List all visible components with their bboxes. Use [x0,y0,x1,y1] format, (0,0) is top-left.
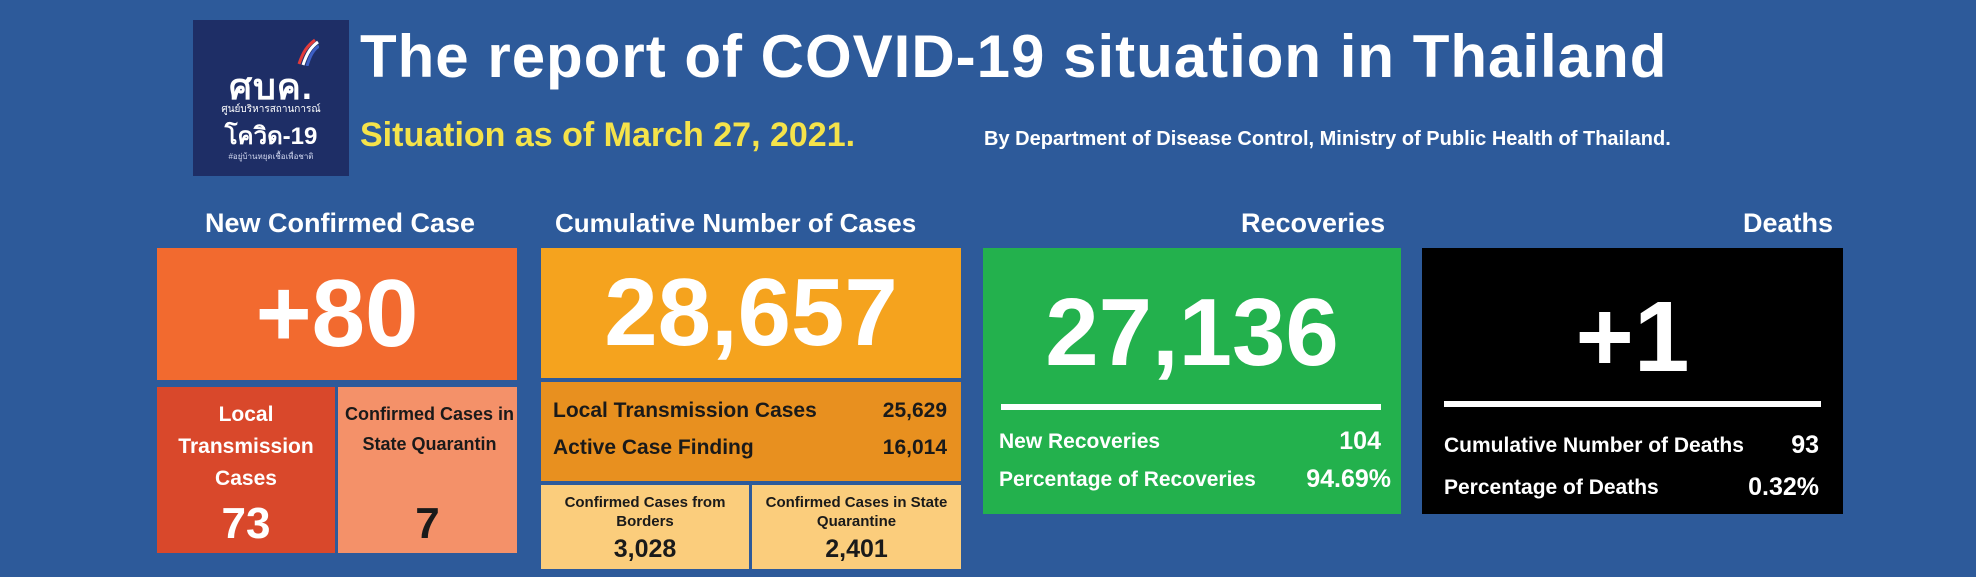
recoveries-value: 27,136 [1045,279,1339,386]
new-local-transmission-panel: Local Transmission Cases 73 [157,387,335,553]
source-credit: By Department of Disease Control, Minist… [984,128,1671,150]
cumulative-local-row: Local Transmission Cases 25,629 [553,399,947,423]
recoveries-label: Recoveries [1241,208,1386,238]
situation-date: Situation as of March 27, 2021. [360,116,856,154]
report-title: The report of COVID-19 situation in Thai… [360,23,1668,90]
new-recoveries-value: 104 [1339,427,1381,455]
new-state-quarantine-panel: Confirmed Cases in State Quarantin 7 [338,387,517,553]
borders-value: 3,028 [613,535,677,563]
borders-panel: Confirmed Cases from Borders 3,028 [541,485,749,569]
active-case-finding-value: 16,014 [882,436,947,459]
cumulative-state-quarantine-label: Confirmed Cases in State Quarantine [765,494,948,530]
deaths-panel: +1 Cumulative Number of Deaths 93 Percen… [1422,248,1843,514]
deaths-divider [1444,401,1821,407]
new-state-quarantine-label: Confirmed Cases in State Quarantin [344,404,515,454]
cumulative-state-quarantine-value: 2,401 [825,535,888,563]
recovery-percentage-label: Percentage of Recoveries [999,468,1256,491]
logo-line2: โควิด-19 [224,123,318,150]
cumulative-local-label: Local Transmission Cases [553,399,817,422]
cumulative-state-quarantine-panel: Confirmed Cases in State Quarantine 2,40… [752,485,961,569]
new-state-quarantine-value: 7 [415,499,440,548]
borders-label: Confirmed Cases from Borders [564,494,726,530]
cumulative-value: 28,657 [541,248,961,378]
cumulative-local-value: 25,629 [882,399,947,422]
recoveries-panel: 27,136 New Recoveries 104 Percentage of … [983,248,1401,514]
death-percentage-value: 0.32% [1748,473,1819,501]
logo-mark: ศบค. [229,66,313,107]
new-recoveries-label: New Recoveries [999,430,1161,453]
new-local-transmission-value: 73 [221,499,271,548]
active-case-finding-label: Active Case Finding [553,436,754,459]
new-confirmed-label: New Confirmed Case [205,208,476,238]
active-case-finding-row: Active Case Finding 16,014 [553,436,947,460]
recovery-percentage-row: Percentage of Recoveries 94.69% [999,465,1391,493]
new-recoveries-row: New Recoveries 104 [999,427,1391,455]
flag-ribbon-icon [297,38,319,66]
cumulative-deaths-label: Cumulative Number of Deaths [1444,434,1744,457]
recoveries-divider [1001,404,1381,410]
cumulative-deaths-value: 93 [1791,431,1819,459]
deaths-label: Deaths [1743,208,1834,238]
death-percentage-label: Percentage of Deaths [1444,476,1659,499]
new-confirmed-value: +80 [157,248,517,380]
death-percentage-row: Percentage of Deaths 0.32% [1444,473,1819,501]
ccsa-logo: ศบค. ศูนย์บริหารสถานการณ์ โควิด-19 #อยู่… [193,20,349,176]
deaths-value: +1 [1575,281,1690,393]
logo-line1: ศูนย์บริหารสถานการณ์ [221,104,321,115]
new-local-transmission-label: Local Transmission Cases [178,403,314,490]
recovery-percentage-value: 94.69% [1306,465,1391,493]
logo-line3: #อยู่บ้านหยุดเชื้อเพื่อชาติ [228,152,314,161]
cumulative-label: Cumulative Number of Cases [555,208,917,238]
cumulative-breakdown-panel: Local Transmission Cases 25,629 Active C… [541,382,961,481]
cumulative-deaths-row: Cumulative Number of Deaths 93 [1444,431,1819,459]
